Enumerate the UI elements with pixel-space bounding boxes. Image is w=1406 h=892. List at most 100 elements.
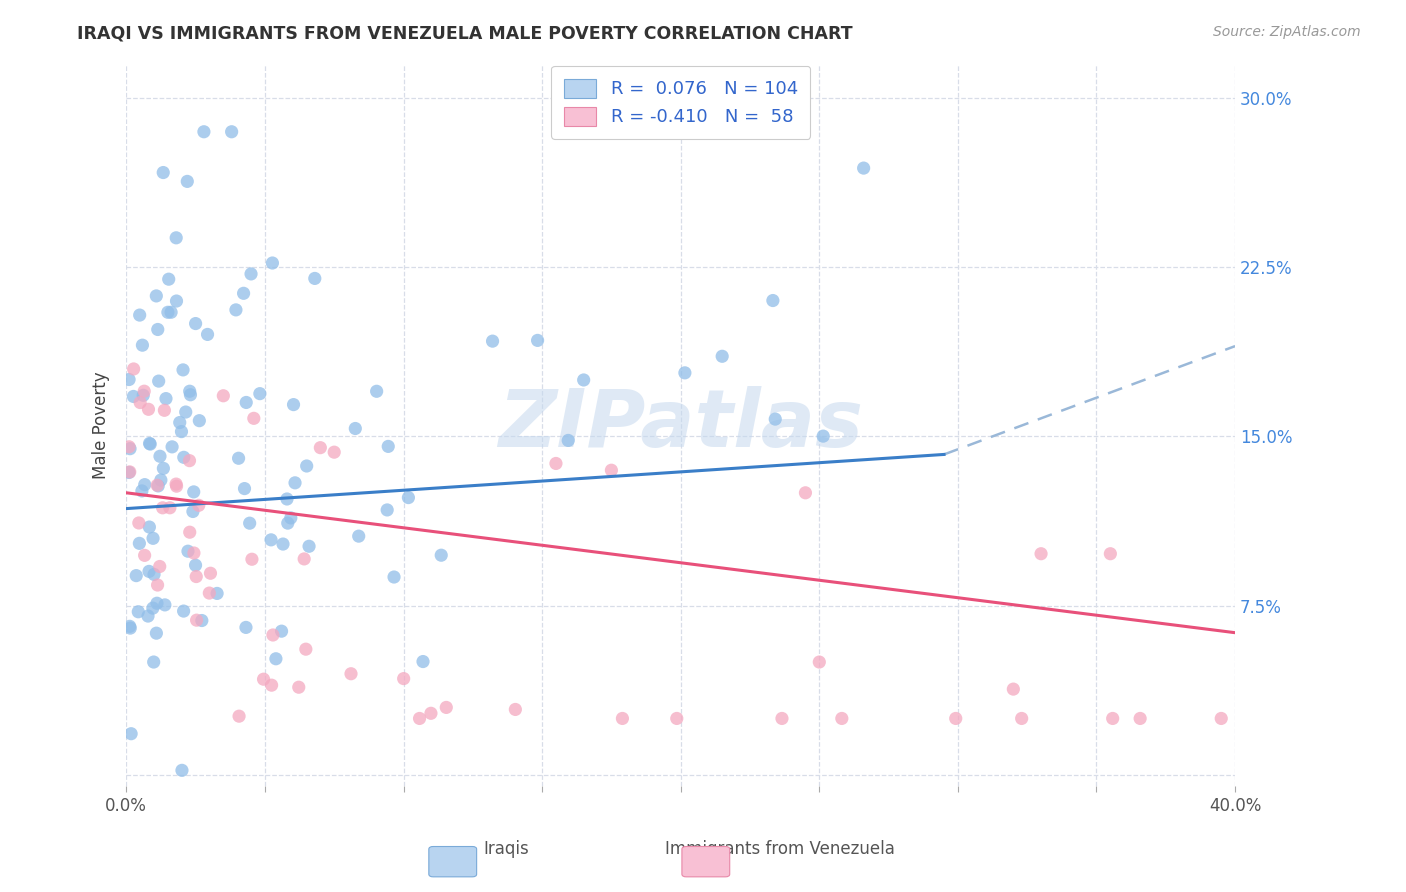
Point (762, 293, 785, 308)
Point (128, 308, 150, 322)
Point (1011, 711, 1033, 725)
Point (191, 614, 214, 628)
Point (155, 392, 177, 406)
Point (118, 619, 141, 633)
Point (134, 477, 156, 491)
Point (770, 711, 793, 725)
Text: Source: ZipAtlas.com: Source: ZipAtlas.com (1213, 25, 1361, 39)
Point (184, 317, 207, 331)
Point (138, 402, 160, 417)
Point (295, 642, 318, 657)
Point (179, 525, 201, 540)
Point (128, 516, 150, 530)
Point (183, 546, 205, 560)
Point (120, 727, 142, 741)
Legend: R =  0.076   N = 104, R = -0.410   N =  58: R = 0.076 N = 104, R = -0.410 N = 58 (551, 66, 810, 139)
Point (366, 384, 388, 399)
Point (127, 605, 149, 619)
Point (945, 711, 967, 725)
Point (280, 511, 302, 525)
Y-axis label: Male Poverty: Male Poverty (93, 371, 110, 479)
Point (284, 475, 307, 490)
Point (412, 655, 434, 669)
Point (600, 463, 623, 477)
Point (225, 302, 247, 317)
Point (228, 709, 250, 723)
Point (323, 445, 346, 459)
Point (304, 271, 326, 285)
Point (763, 412, 786, 426)
Point (852, 161, 875, 175)
Point (392, 672, 415, 686)
Point (277, 516, 299, 530)
Point (152, 500, 174, 515)
Point (481, 334, 503, 348)
Point (148, 374, 170, 388)
Point (142, 531, 165, 545)
Point (240, 552, 263, 566)
Point (177, 544, 200, 558)
Point (142, 601, 165, 615)
Point (174, 405, 197, 419)
Point (1129, 711, 1152, 725)
Point (118, 372, 141, 386)
Text: ZIPatlas: ZIPatlas (498, 386, 863, 464)
Point (149, 473, 172, 487)
Point (183, 484, 205, 499)
Point (235, 395, 257, 409)
Point (831, 711, 853, 725)
Point (420, 706, 443, 721)
Point (375, 503, 398, 517)
Point (711, 349, 734, 363)
Point (239, 516, 262, 531)
Text: Iraqis: Iraqis (484, 840, 529, 858)
Point (148, 479, 170, 493)
Point (165, 477, 187, 491)
Point (129, 395, 152, 409)
Point (377, 439, 399, 453)
Point (188, 414, 211, 428)
Point (165, 231, 187, 245)
Point (221, 125, 243, 139)
Point (292, 552, 315, 566)
Point (166, 479, 188, 493)
Point (235, 620, 257, 634)
Point (179, 388, 201, 402)
Point (198, 586, 221, 600)
Point (262, 256, 284, 270)
Point (118, 440, 141, 454)
Point (544, 457, 567, 471)
Point (187, 499, 209, 513)
Point (212, 389, 235, 403)
Point (146, 478, 169, 492)
Point (262, 628, 284, 642)
Point (152, 461, 174, 475)
Point (118, 466, 141, 480)
Point (153, 598, 176, 612)
Point (396, 491, 419, 505)
Point (287, 680, 309, 694)
Point (138, 436, 160, 450)
Point (430, 548, 453, 562)
Point (240, 267, 263, 281)
Point (1029, 547, 1052, 561)
Point (505, 702, 527, 716)
Point (233, 482, 256, 496)
Point (200, 566, 222, 581)
Point (120, 621, 142, 635)
Point (243, 411, 266, 425)
Point (665, 711, 688, 725)
Point (808, 655, 831, 669)
Point (138, 520, 160, 534)
Point (811, 429, 834, 443)
Point (283, 398, 305, 412)
Point (193, 125, 215, 139)
Text: IRAQI VS IMMIGRANTS FROM VENEZUELA MALE POVERTY CORRELATION CHART: IRAQI VS IMMIGRANTS FROM VENEZUELA MALE … (77, 25, 853, 43)
Point (249, 386, 271, 401)
Point (152, 165, 174, 179)
Point (1002, 682, 1025, 697)
Point (382, 570, 405, 584)
Point (157, 272, 180, 286)
Point (252, 672, 274, 686)
Point (309, 441, 332, 455)
